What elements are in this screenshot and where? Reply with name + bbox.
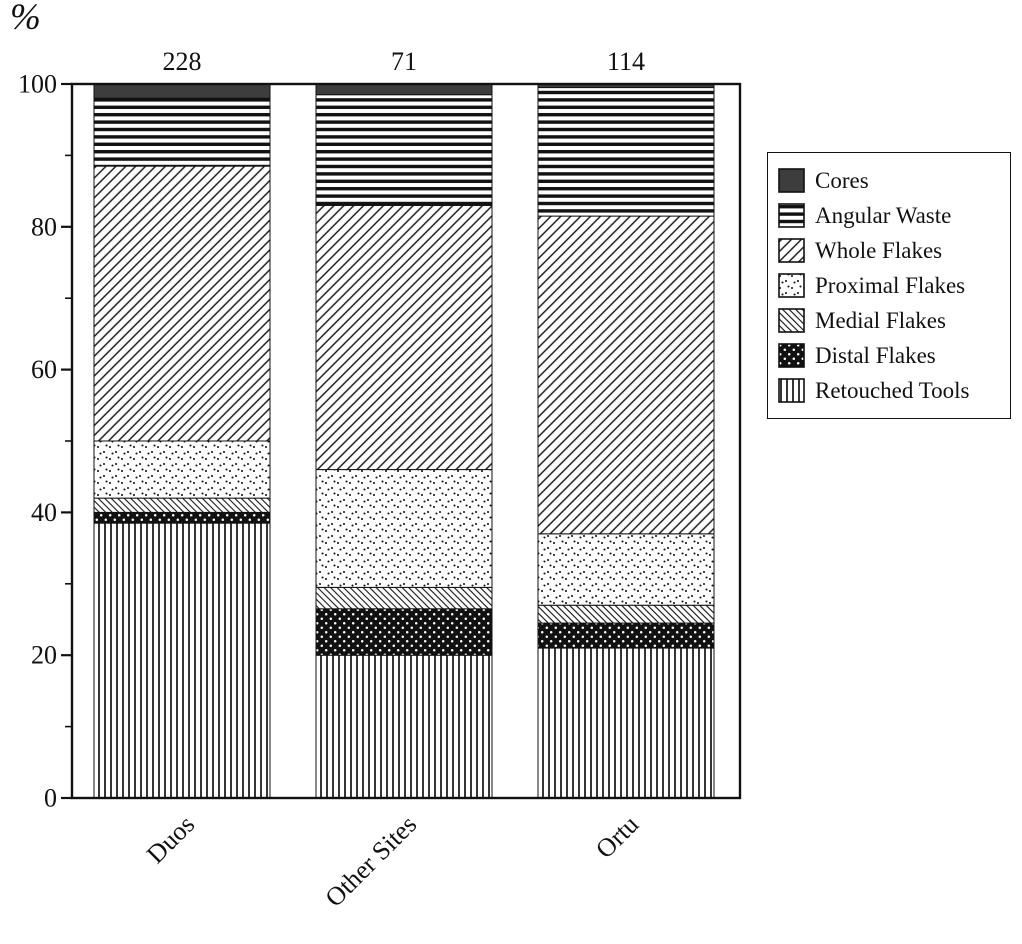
x-category-label: Duos (141, 810, 200, 869)
segment-retouched-tools (93, 522, 271, 799)
y-tick-label: 80 (31, 212, 57, 241)
legend-swatch-distal-flakes (778, 343, 805, 368)
y-axis: 0 20 40 60 80 100 (18, 70, 72, 813)
segment-whole-flakes (93, 165, 271, 442)
segment-retouched-tools (537, 647, 715, 799)
segment-proximal-flakes (315, 469, 493, 588)
segment-medial-flakes (315, 586, 493, 610)
bar-ortu (537, 83, 715, 799)
legend-swatch-retouched-tools (778, 378, 805, 403)
legend-item-cores: Cores (778, 166, 1000, 195)
segment-proximal-flakes (93, 440, 271, 499)
segment-medial-flakes (93, 497, 271, 513)
legend-item-medial-flakes: Medial Flakes (778, 306, 1000, 335)
segment-cores (93, 83, 271, 99)
legend-item-proximal-flakes: Proximal Flakes (778, 271, 1000, 300)
legend-item-angular-waste: Angular Waste (778, 201, 1000, 230)
bar-total: 71 (391, 47, 417, 76)
segment-distal-flakes (315, 608, 493, 656)
y-axis-title: % (10, 0, 41, 38)
legend-label-whole-flakes: Whole Flakes (815, 237, 943, 263)
y-tick-label: 40 (31, 498, 57, 527)
segment-cores (315, 83, 493, 96)
y-tick-label: 60 (31, 355, 57, 384)
segment-distal-flakes (537, 622, 715, 649)
segment-distal-flakes (93, 511, 271, 524)
legend-item-whole-flakes: Whole Flakes (778, 236, 1000, 265)
legend-label-retouched-tools: Retouched Tools (815, 377, 970, 403)
legend: Cores Angular Waste Whole Flakes Proximal F… (767, 152, 1011, 419)
segment-angular-waste (537, 87, 715, 217)
bars (93, 83, 715, 799)
legend-swatch-cores (778, 168, 805, 193)
x-category-label: Ortu (590, 810, 644, 864)
bar-duos (93, 83, 271, 799)
legend-label-angular-waste: Angular Waste (815, 202, 952, 228)
segment-whole-flakes (537, 215, 715, 535)
legend-label-proximal-flakes: Proximal Flakes (815, 272, 966, 298)
legend-label-cores: Cores (815, 167, 869, 193)
legend-swatch-whole-flakes (778, 238, 805, 263)
bar-total: 228 (163, 47, 202, 76)
segment-angular-waste (93, 97, 271, 167)
segment-whole-flakes (315, 204, 493, 471)
legend-item-retouched-tools: Retouched Tools (778, 376, 1000, 405)
legend-item-distal-flakes: Distal Flakes (778, 341, 1000, 370)
legend-swatch-medial-flakes (778, 308, 805, 333)
y-tick-label: 100 (18, 70, 57, 99)
legend-label-distal-flakes: Distal Flakes (815, 342, 936, 368)
segment-proximal-flakes (537, 533, 715, 606)
legend-swatch-angular-waste (778, 203, 805, 228)
y-tick-label: 0 (44, 784, 57, 813)
legend-swatch-proximal-flakes (778, 273, 805, 298)
segment-retouched-tools (315, 654, 493, 799)
y-tick-label: 20 (31, 641, 57, 670)
segment-angular-waste (315, 94, 493, 206)
bar-other-sites (315, 83, 493, 799)
bar-total: 114 (607, 47, 645, 76)
x-category-label: Other Sites (320, 810, 423, 913)
legend-label-medial-flakes: Medial Flakes (815, 307, 946, 333)
segment-medial-flakes (537, 604, 715, 624)
